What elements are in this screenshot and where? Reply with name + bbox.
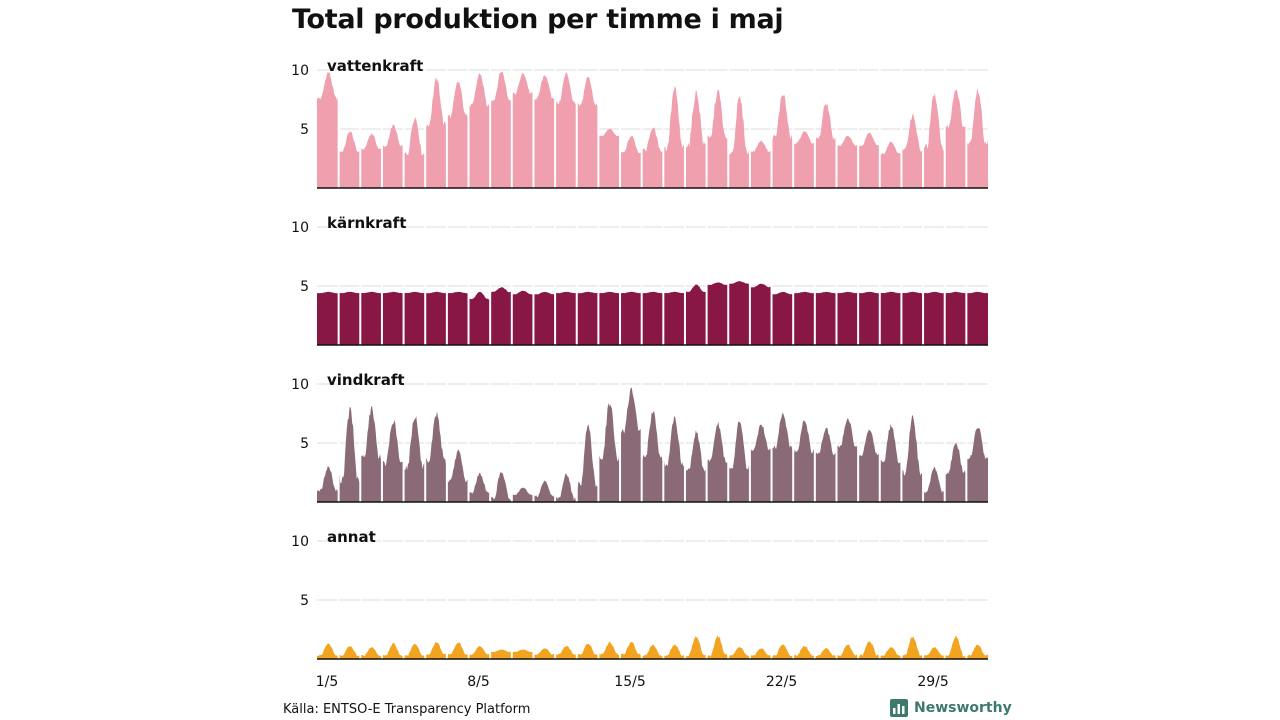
panel-2: 5 10 vindkraft: [291, 371, 988, 503]
area-vattenkraft: [317, 71, 988, 188]
panel-label: vindkraft: [327, 371, 405, 389]
newsworthy-logo[interactable]: Newsworthy: [890, 699, 1012, 717]
y-tick-label: 5: [300, 436, 309, 452]
y-tick-label: 10: [291, 220, 309, 236]
y-tick-label: 10: [291, 377, 309, 393]
y-tick-label: 5: [300, 122, 309, 138]
panel-1: 5 10 kärnkraft: [291, 214, 988, 346]
y-tick-label: 10: [291, 63, 309, 79]
bar-chart-icon: [890, 699, 908, 717]
small-multiples-area-chart: 5 10 vattenkraft 5 10 kärnkraft 5 10 vindkraft 5 1…: [291, 57, 988, 690]
x-tick-label: 29/5: [917, 674, 948, 690]
chart-title: Total produktion per timme i maj: [292, 4, 784, 35]
panel-label: kärnkraft: [327, 214, 406, 232]
brand-name: Newsworthy: [914, 700, 1012, 716]
x-tick-label: 22/5: [766, 674, 797, 690]
panel-label: annat: [327, 528, 376, 546]
source-note: Källa: ENTSO-E Transparency Platform: [283, 702, 531, 717]
panel-0: 5 10 vattenkraft: [291, 57, 988, 189]
x-tick-label: 1/5: [316, 674, 339, 690]
area-vindkraft: [317, 387, 988, 502]
y-tick-label: 5: [300, 593, 309, 609]
x-tick-label: 15/5: [614, 674, 645, 690]
y-tick-label: 5: [300, 279, 309, 295]
panel-3: 5 10 annat: [291, 528, 988, 660]
y-tick-label: 10: [291, 534, 309, 550]
area-annat: [317, 635, 988, 659]
area-kärnkraft: [317, 281, 988, 345]
x-tick-label: 8/5: [467, 674, 490, 690]
panel-label: vattenkraft: [327, 57, 423, 75]
